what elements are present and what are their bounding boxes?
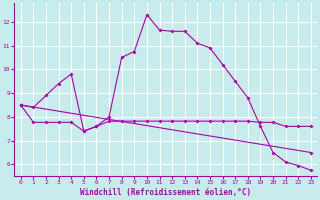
X-axis label: Windchill (Refroidissement éolien,°C): Windchill (Refroidissement éolien,°C)	[80, 188, 252, 197]
